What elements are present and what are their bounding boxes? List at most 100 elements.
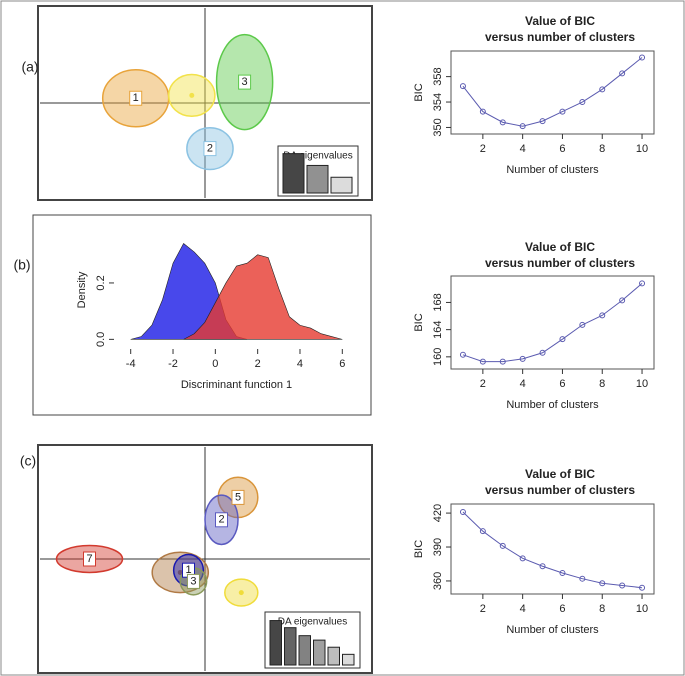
cluster-label: 2	[207, 143, 213, 155]
y-tick-label: 168	[432, 293, 444, 311]
x-tick-label: 8	[599, 603, 605, 615]
x-tick-label: 2	[480, 378, 486, 390]
y-axis-label: Density	[76, 271, 88, 308]
x-tick-label: -4	[126, 358, 136, 370]
bic-point	[619, 582, 626, 589]
bic-point	[539, 349, 546, 356]
bic-point	[459, 508, 466, 515]
bic-point	[599, 86, 606, 93]
cluster-label: 1	[133, 92, 139, 104]
y-tick-label: 160	[432, 348, 444, 366]
x-tick-label: 10	[636, 603, 648, 615]
density-area	[183, 254, 343, 340]
bic-point	[499, 542, 506, 549]
x-axis-label: Discriminant function 1	[181, 379, 292, 391]
cluster-label: 5	[235, 491, 241, 503]
bic-point	[559, 108, 566, 115]
eigen-bar	[269, 620, 282, 666]
plot-frame	[450, 503, 655, 595]
bic-line	[462, 511, 643, 589]
plot-frame	[450, 275, 655, 370]
x-tick-label: 6	[339, 358, 345, 370]
eigen-bar	[282, 153, 305, 194]
eigen-bar	[327, 646, 340, 666]
y-axis-label: BIC	[413, 313, 425, 331]
bic-point	[539, 118, 546, 125]
x-tick-label: 6	[559, 378, 565, 390]
x-tick-label: 8	[599, 143, 605, 155]
bic-point	[479, 108, 486, 115]
chart-title: versus number of clusters	[485, 30, 635, 44]
x-tick-label: 0	[212, 358, 218, 370]
cluster-label: 3	[242, 76, 248, 88]
cluster-label-box	[129, 90, 143, 106]
x-tick-label: 6	[559, 143, 565, 155]
y-tick-label: 360	[432, 572, 444, 590]
cluster-label-box	[231, 489, 245, 505]
y-axis-label: BIC	[413, 83, 425, 101]
bic-point	[519, 355, 526, 362]
eigen-title: DA eigenvalues	[283, 151, 353, 162]
bic-point	[459, 83, 466, 90]
x-tick-label: 6	[559, 603, 565, 615]
cluster-center	[238, 590, 244, 596]
cluster-label: 3	[190, 575, 196, 587]
bic-point	[459, 351, 466, 358]
x-tick-label: 8	[599, 378, 605, 390]
bic-point	[639, 280, 646, 287]
x-axis-label: Number of clusters	[506, 399, 599, 411]
bic-point	[559, 336, 566, 343]
x-tick-label: 10	[636, 378, 648, 390]
y-tick-label: 0.0	[95, 332, 107, 347]
panel-label: (b)	[13, 257, 30, 273]
x-axis-label: Number of clusters	[506, 624, 599, 636]
chart-title: versus number of clusters	[485, 483, 635, 497]
x-tick-label: 4	[520, 378, 526, 390]
x-axis-label: Number of clusters	[506, 164, 599, 176]
cluster-label: 1	[185, 564, 191, 576]
eigen-bar	[342, 653, 355, 666]
bic-point	[639, 584, 646, 591]
bic-point	[479, 358, 486, 365]
plot-frame	[450, 50, 655, 135]
bic-line	[462, 283, 643, 363]
x-tick-label: 2	[255, 358, 261, 370]
x-tick-label: 2	[480, 603, 486, 615]
y-tick-label: 164	[432, 320, 444, 338]
eigen-bar	[313, 639, 326, 666]
eigen-title: DA eigenvalues	[278, 617, 348, 628]
chart-title: Value of BIC	[525, 240, 595, 254]
chart-title: versus number of clusters	[485, 256, 635, 270]
bic-point	[499, 119, 506, 126]
eigen-bar	[330, 176, 353, 194]
eigen-bar	[306, 164, 329, 194]
y-axis-label: BIC	[413, 540, 425, 558]
cluster-center	[177, 569, 183, 575]
cluster-center	[189, 92, 195, 98]
y-tick-label: 358	[432, 67, 444, 85]
x-tick-label: -2	[168, 358, 178, 370]
bic-point	[519, 555, 526, 562]
bic-point	[579, 575, 586, 582]
bic-point	[579, 99, 586, 106]
x-tick-label: 4	[520, 603, 526, 615]
bic-point	[599, 580, 606, 587]
panel-label: (c)	[20, 453, 36, 469]
y-tick-label: 354	[432, 93, 444, 111]
y-tick-label: 390	[432, 538, 444, 556]
y-tick-label: 420	[432, 504, 444, 522]
y-tick-label: 0.2	[95, 275, 107, 290]
bic-point	[499, 358, 506, 365]
bic-point	[619, 70, 626, 77]
bic-point	[639, 54, 646, 61]
bic-point	[559, 570, 566, 577]
bic-line	[462, 57, 643, 127]
bic-point	[599, 312, 606, 319]
x-tick-label: 10	[636, 143, 648, 155]
chart-title: Value of BIC	[525, 467, 595, 481]
panel-label: (a)	[21, 59, 38, 75]
bic-point	[579, 321, 586, 328]
x-tick-label: 4	[297, 358, 303, 370]
